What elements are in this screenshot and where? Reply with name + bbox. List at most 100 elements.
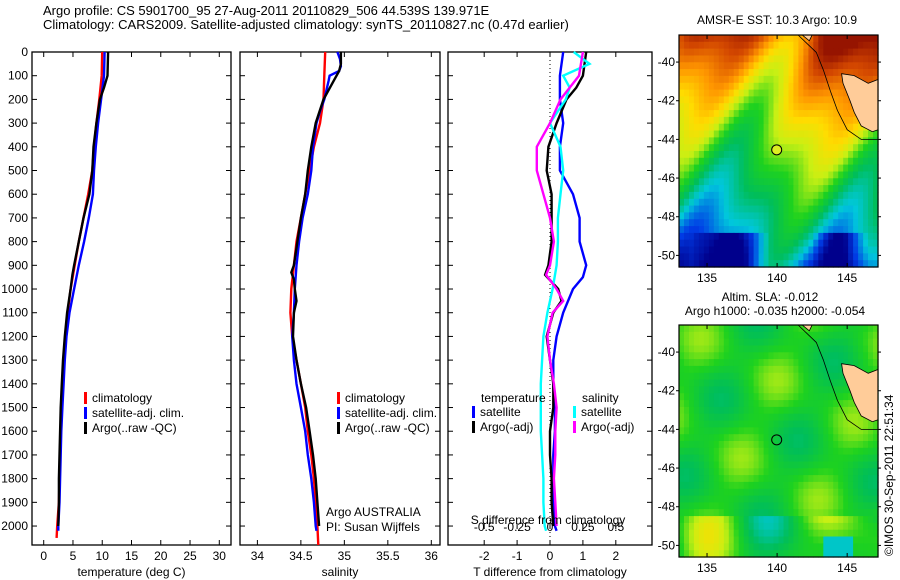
map-cell (748, 488, 755, 497)
map-cell (788, 468, 795, 476)
map-cell (708, 226, 715, 234)
map-cell (838, 75, 844, 84)
map-cell (748, 151, 755, 159)
map-cell (713, 123, 720, 132)
map-cell (738, 393, 745, 401)
map-cell (823, 144, 829, 152)
map-cell (873, 151, 879, 159)
map-cell (778, 359, 785, 367)
map-cell (773, 103, 780, 111)
map-cell (693, 253, 700, 261)
map-cell (858, 331, 864, 340)
map-cell (733, 393, 740, 401)
map-cell (753, 393, 760, 401)
map-cell (858, 495, 864, 503)
map-cell (738, 253, 745, 261)
map-cell (853, 352, 859, 360)
map-cell (763, 239, 770, 248)
map-cell (848, 41, 854, 50)
map-cell (833, 454, 839, 462)
map-cell (808, 123, 814, 132)
map-cell (788, 157, 795, 166)
map-cell (853, 331, 859, 340)
map-cell (773, 400, 780, 408)
map-cell (758, 481, 765, 490)
map-cell (698, 434, 705, 442)
map-cell (793, 130, 799, 138)
map-cell (823, 96, 829, 104)
map-cell (713, 434, 720, 442)
map-cell (868, 178, 874, 186)
map-cell (843, 191, 849, 200)
map-cell (679, 171, 685, 179)
map-cell (703, 116, 710, 125)
map-cell (818, 75, 824, 84)
map-cell (738, 171, 745, 179)
map-cell (723, 164, 730, 172)
map-cell (728, 543, 735, 551)
map-cell (813, 55, 819, 63)
map-cell (823, 550, 829, 558)
map-cell (733, 164, 740, 172)
map-cell (768, 130, 775, 138)
map-cell (848, 359, 854, 367)
map-cell (798, 475, 804, 483)
map-cell (748, 365, 755, 374)
map-cell (833, 232, 839, 241)
map-cell (684, 447, 690, 456)
map-cell (723, 232, 730, 241)
map-cell (689, 239, 695, 248)
temperature-panel: 0100200300400500600700800900100011001200… (1, 45, 232, 579)
map-cell (793, 441, 799, 449)
map-cell (788, 75, 795, 84)
map-cell (718, 219, 725, 227)
map-cell (798, 164, 804, 172)
map-cell (848, 441, 854, 449)
map-cell (778, 110, 785, 118)
map-cell (808, 232, 814, 241)
map-cell (813, 219, 819, 227)
map-cell (818, 164, 824, 172)
map-cell (728, 69, 735, 77)
map-cell (768, 488, 775, 497)
map-cell (823, 246, 829, 254)
map-cell (733, 529, 740, 538)
map-cell (843, 550, 849, 558)
map-cell (778, 191, 785, 200)
map-cell (748, 454, 755, 462)
map-cell (783, 171, 790, 179)
map-cell (693, 62, 700, 70)
land-tasmania (841, 73, 879, 133)
map-cell (733, 198, 740, 207)
map-cell (848, 55, 854, 63)
map-cell (838, 137, 844, 145)
map-cell (793, 253, 799, 261)
map-cell (783, 406, 790, 415)
map-cell (758, 110, 765, 118)
map-cell (743, 406, 750, 415)
map-cell (689, 35, 695, 43)
map-cell (713, 529, 720, 538)
map-cell (853, 325, 859, 333)
map-cell (813, 123, 819, 132)
map-cell (723, 239, 730, 248)
map-cell (693, 529, 700, 538)
map-cell (718, 495, 725, 503)
map-cell (833, 62, 839, 70)
map-cell (833, 536, 839, 544)
map-cell (748, 219, 755, 227)
map-cell (773, 468, 780, 476)
map-cell (778, 151, 785, 159)
x-tick-label: 10 (96, 549, 110, 563)
map-cell (808, 110, 814, 118)
map-cell (689, 55, 695, 63)
map-cell (753, 338, 760, 346)
map-cell (823, 372, 829, 381)
map-cell (803, 96, 809, 104)
map-cell (868, 509, 874, 517)
map-cell (798, 406, 804, 415)
map-cell (708, 365, 715, 374)
map-cell (833, 157, 839, 166)
map-cell (808, 488, 814, 497)
